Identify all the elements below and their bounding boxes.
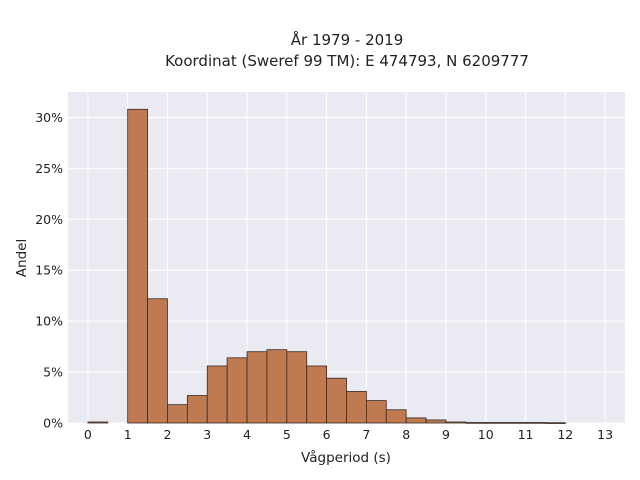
y-tick-label: 25% [35,161,63,176]
chart-title-line-2: Koordinat (Sweref 99 TM): E 474793, N 62… [165,52,529,70]
histogram-bar [346,391,367,424]
histogram-bar [326,377,347,424]
y-axis-label: Andel [14,239,30,277]
histogram-bar [365,400,387,424]
histogram-bar [306,365,328,424]
histogram-bar [266,349,288,424]
x-tick-label: 13 [597,427,613,442]
x-tick-label: 6 [323,427,331,442]
y-tick-label: 20% [35,212,63,227]
histogram-bar [465,422,487,424]
histogram-bar [87,421,109,424]
x-tick-labels: 0 1 2 3 4 5 6 7 8 9 10 11 12 13 [84,427,613,442]
histogram-bar [405,417,427,424]
x-tick-label: 10 [478,427,494,442]
x-tick-label: 2 [163,427,171,442]
histogram-bar [246,351,268,424]
y-tick-labels: 0% 5% 10% 15% 20% 25% 30% [35,110,63,431]
x-tick-label: 8 [402,427,410,442]
x-tick-label: 7 [362,427,370,442]
histogram-bar [147,298,168,424]
x-tick-label: 0 [84,427,92,442]
histogram-bar [545,422,566,424]
histogram-bar [425,419,447,424]
chart-title-line-1: År 1979 - 2019 [291,30,404,49]
x-tick-label: 12 [557,427,573,442]
histogram-bar [226,357,248,424]
y-tick-label: 0% [43,416,63,431]
x-tick-label: 1 [124,427,132,442]
y-tick-label: 30% [35,110,63,125]
x-tick-label: 11 [518,427,534,442]
histogram-bar [127,108,148,424]
histogram-bar [186,395,208,424]
y-tick-label: 5% [43,365,63,380]
histogram-bar [445,421,467,424]
x-tick-label: 5 [283,427,291,442]
x-tick-label: 4 [243,427,251,442]
x-tick-label: 9 [442,427,450,442]
histogram-bar [385,409,407,424]
histogram-bar [286,351,308,424]
y-tick-label: 10% [35,314,63,329]
histogram-bar [206,365,228,424]
histogram-bar [167,404,188,424]
x-axis-label: Vågperiod (s) [301,449,391,466]
bars [87,108,566,424]
histogram-bar [485,422,507,424]
y-tick-label: 15% [35,263,63,278]
histogram-bar [525,422,546,424]
x-tick-label: 3 [203,427,211,442]
histogram-bar [505,422,526,424]
